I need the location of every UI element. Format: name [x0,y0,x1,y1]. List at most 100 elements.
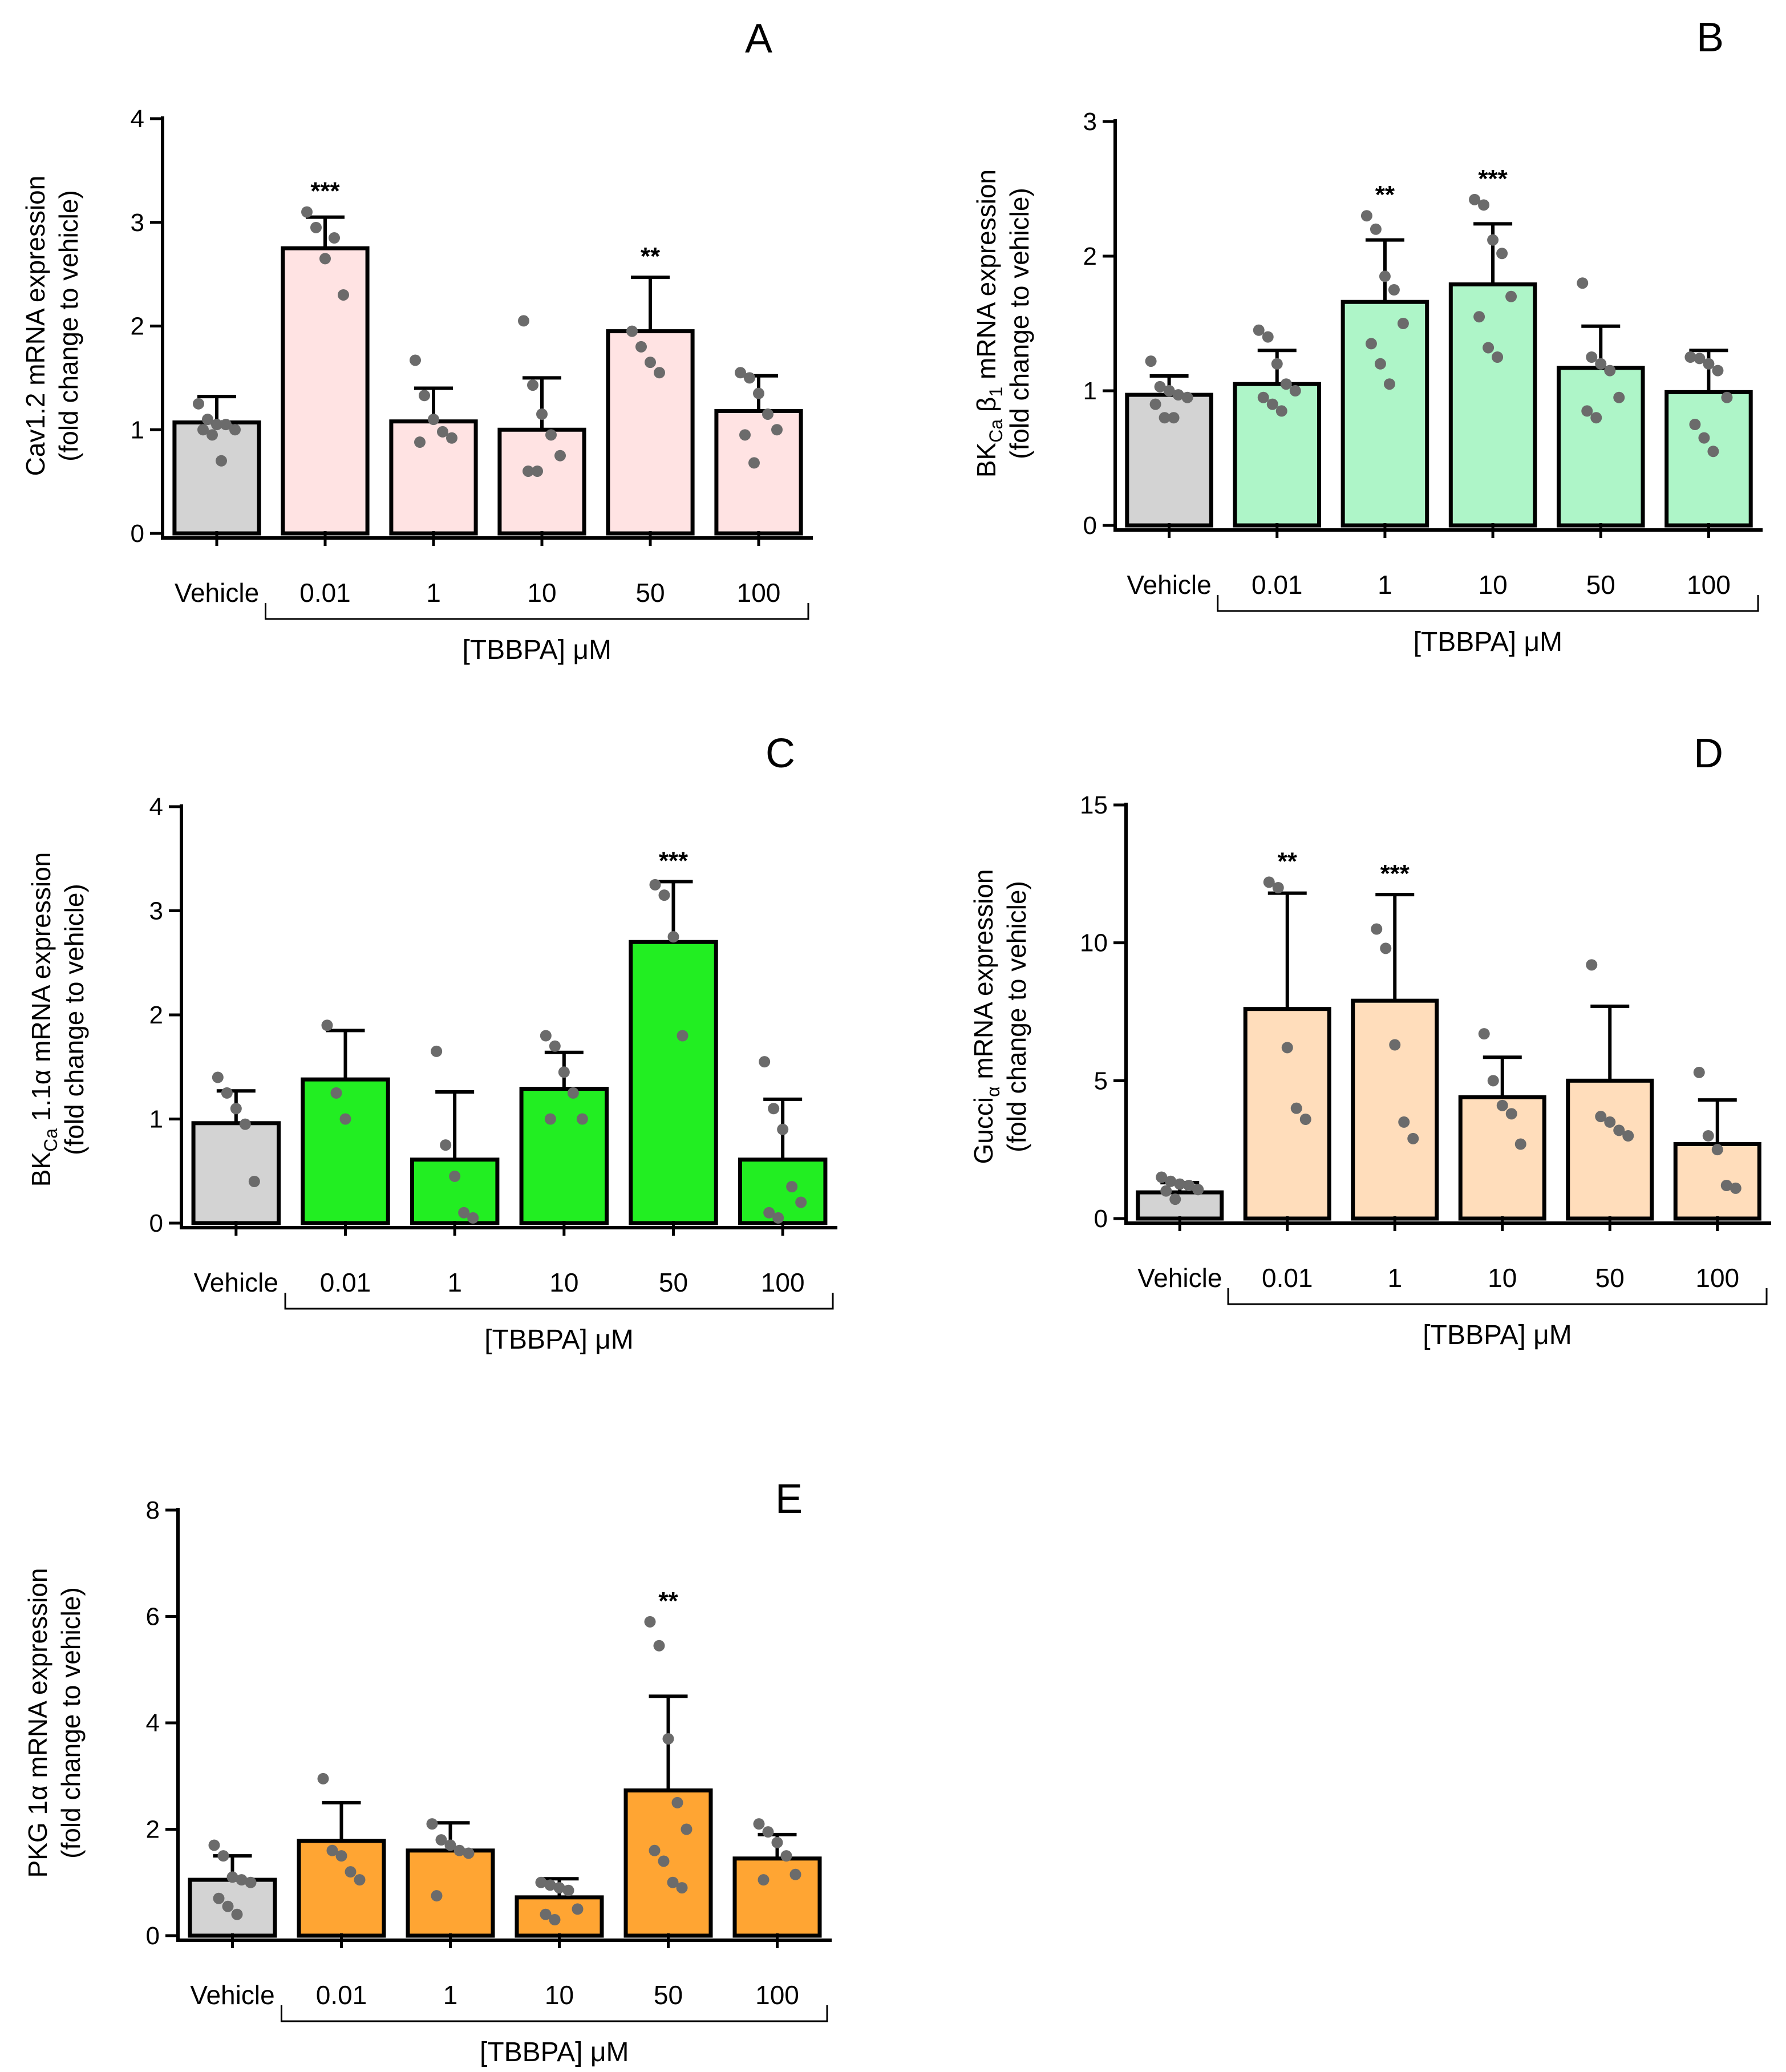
bar-vehicle [191,1121,281,1225]
ylabel-text: mRNA expression [971,169,1001,387]
data-point [321,1019,333,1031]
data-point [1505,1108,1517,1120]
data-point [635,341,647,353]
data-point [426,1818,438,1830]
category-label: 10 [1488,1263,1517,1293]
category-label: 1 [426,578,441,608]
y-axis-label: Cav1.2 mRNA expression (fold change to ve… [21,176,83,476]
category-label: Vehicle [1137,1263,1222,1293]
data-point [1492,351,1504,363]
data-point [1371,923,1383,935]
data-point [762,1826,774,1838]
data-point [795,1196,807,1208]
data-point [1721,391,1733,403]
data-point [1174,1178,1186,1190]
bar-50 [629,940,718,1225]
category-label: 100 [755,1980,799,2010]
data-point [1398,1116,1410,1128]
category-label: Vehicle [1127,570,1211,600]
data-point [527,379,538,391]
data-point [1694,353,1706,365]
category-label: 100 [737,578,781,608]
data-point [329,232,340,244]
data-point [1595,358,1607,370]
data-point [1172,389,1184,401]
data-point [562,1884,574,1896]
category-label: 50 [1586,570,1615,600]
y-axis-label-line1: Gucciα mRNA expression [969,869,1003,1164]
data-point [354,1874,366,1886]
data-point [545,429,557,441]
category-label: Vehicle [194,1268,278,1297]
data-point [654,367,665,379]
data-point [467,1212,479,1224]
y-tick-label: 4 [131,105,144,133]
data-point [1388,284,1400,296]
tbbpa-bracket [1227,1288,1768,1305]
category-label: 0.01 [1262,1263,1313,1293]
category-label: 50 [635,578,665,608]
y-axis-label-line2: (fold change to vehicle) [56,1587,86,1859]
data-point [753,1818,765,1830]
ylabel-subscript: Ca [41,1128,61,1152]
data-point [1380,942,1392,954]
data-point [1149,398,1161,410]
data-point [662,1733,674,1745]
data-point [1613,391,1625,403]
data-point [245,1876,257,1888]
category-label: 100 [761,1268,805,1297]
data-point [1183,1180,1195,1191]
data-point [1154,381,1166,392]
bar-1 [389,419,478,536]
data-point [759,1056,771,1068]
data-point [676,1882,688,1894]
ylabel-text: BK [26,1152,56,1187]
data-point [1271,358,1283,370]
bar-1 [410,1158,500,1225]
bar-100 [714,409,803,536]
data-point [1160,1185,1172,1197]
category-label: 10 [527,578,556,608]
data-point [463,1847,475,1859]
data-point [1577,277,1589,289]
data-point [213,1892,225,1904]
category-label: Vehicle [190,1980,274,2010]
significance-marker: ** [1278,847,1298,875]
data-point [1165,1175,1177,1187]
data-point [645,357,656,369]
data-point [1487,234,1499,246]
bar-vehicle [172,420,261,536]
data-point [449,1170,461,1182]
data-point [1496,248,1508,260]
data-point [677,1030,689,1042]
significance-marker: *** [310,177,340,205]
data-point [221,1087,233,1099]
data-point [658,1855,670,1867]
data-point [1262,331,1274,343]
data-point [453,1844,465,1856]
y-axis-label-line1: Cav1.2 mRNA expression [21,176,50,476]
category-label: 10 [1478,570,1507,600]
category-label: 1 [443,1980,458,2010]
data-point [1163,385,1175,396]
data-point [739,429,751,441]
category-label: 100 [1687,570,1731,600]
data-point [681,1823,692,1835]
data-point [440,1139,452,1151]
data-point [1707,446,1719,458]
data-point [1622,1130,1634,1142]
y-tick-label: 0 [149,1209,163,1237]
ylabel-text: BK [971,442,1001,477]
data-point [1483,342,1495,354]
y-tick-label: 3 [131,209,144,237]
category-label: 1 [1378,570,1392,600]
panel-e: E 0 2 4 6 8 Vehicle 0.01 1 10 ** 50 100 [TBBPA] μM PKG… [23,1476,832,2067]
y-axis-label: PKG 1α mRNA expression (fold change to ve… [23,1568,86,1877]
y-tick-label: 1 [149,1106,163,1134]
y-axis-label-line1: BKCa β1 mRNA expression [971,169,1006,477]
bar-100 [1664,390,1753,528]
data-point [667,931,679,943]
y-axis-label: BKCa β1 mRNA expression (fold change to v… [971,169,1034,477]
data-point [339,1113,351,1125]
data-point [239,1118,251,1130]
